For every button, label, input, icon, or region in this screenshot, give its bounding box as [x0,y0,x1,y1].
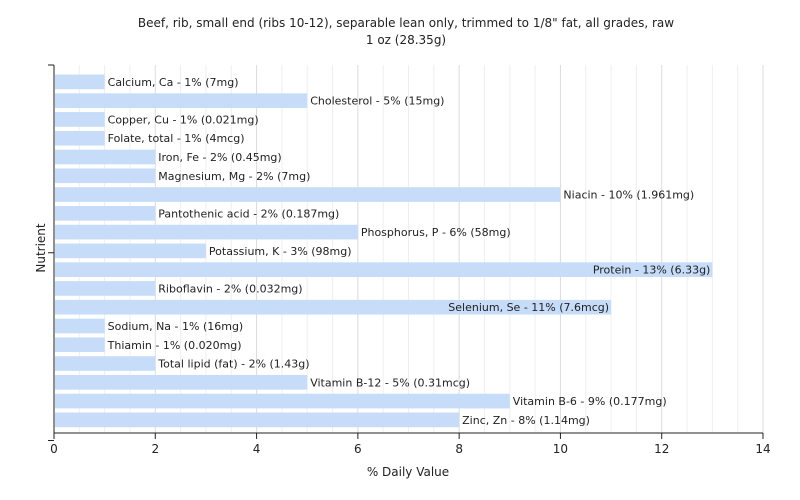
bar-label: Sodium, Na - 1% (16mg) [108,320,244,333]
bar-label: Protein - 13% (6.33g) [593,264,711,277]
bar [55,374,308,390]
bar-label: Folate, total - 1% (4mcg) [108,132,245,145]
bar [55,74,105,90]
bar-label: Cholesterol - 5% (15mg) [310,95,444,108]
bar-label: Iron, Fe - 2% (0.45mg) [158,151,281,164]
bar [55,262,713,277]
bar [55,337,105,353]
bar-label: Niacin - 10% (1.961mg) [563,189,694,202]
bar [55,130,105,146]
y-axis-label: Nutrient [34,223,48,273]
x-tick-label: 8 [455,442,463,456]
bar-label: Riboflavin - 2% (0.032mg) [158,282,302,295]
x-tick-label: 0 [50,442,58,456]
bars: Calcium, Ca - 1% (7mg) Cholesterol - 5% (… [55,74,713,428]
bar-label: Vitamin B-12 - 5% (0.31mcg) [310,376,470,389]
bar [55,168,156,184]
bar-label: Phosphorus, P - 6% (58mg) [361,226,511,239]
bar [55,149,156,165]
bar [55,224,358,240]
bar [55,393,510,409]
axes: 0 2 4 6 8 10 12 14 [48,64,771,456]
chart-title: Beef, rib, small end (ribs 10-12), separ… [138,16,674,30]
x-axis-label: % Daily Value [367,465,449,479]
bar [55,356,156,371]
bar-label: Calcium, Ca - 1% (7mg) [108,76,239,89]
bar-label: Magnesium, Mg - 2% (7mg) [158,170,310,183]
bar [55,281,156,296]
bar-label: Thiamin - 1% (0.020mg) [107,339,242,352]
x-tick-label: 12 [654,442,669,456]
x-tick-label: 6 [354,442,362,456]
bar [55,93,308,108]
x-tick-label: 4 [253,442,261,456]
x-tick-label: 10 [553,442,568,456]
bar-label: Selenium, Se - 11% (7.6mcg) [448,301,609,314]
bar [55,187,561,202]
bar [55,206,156,221]
bar-label: Potassium, K - 3% (98mg) [209,245,352,258]
bar-label: Vitamin B-6 - 9% (0.177mg) [513,395,667,408]
bar [55,112,105,127]
bar [55,318,105,334]
x-tick-label: 14 [755,442,770,456]
bar-label: Total lipid (fat) - 2% (1.43g) [157,358,309,371]
bar-label: Zinc, Zn - 8% (1.14mg) [462,414,590,427]
bar [55,299,612,315]
bar-label: Copper, Cu - 1% (0.021mg) [108,113,259,126]
chart-subtitle: 1 oz (28.35g) [366,33,446,47]
bar [55,412,460,428]
bar-label: Pantothenic acid - 2% (0.187mg) [158,207,339,220]
x-tick-label: 2 [151,442,159,456]
bar [55,243,206,259]
